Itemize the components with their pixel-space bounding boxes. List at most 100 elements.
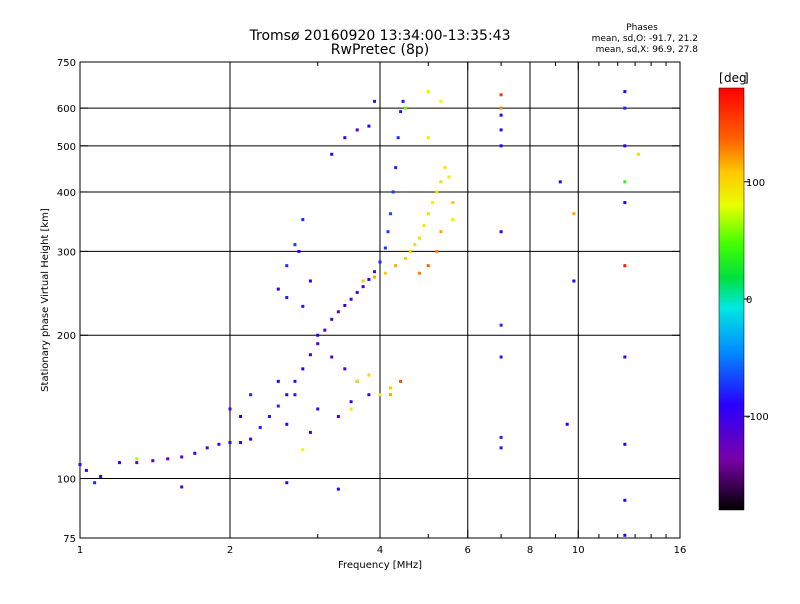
data-point-O <box>355 290 359 294</box>
data-point-X <box>499 93 503 97</box>
data-point-O <box>391 190 395 194</box>
data-point-O <box>383 246 387 250</box>
data-point-X <box>426 264 430 268</box>
data-point-X <box>435 190 439 194</box>
data-point-O <box>499 446 503 450</box>
data-point-X <box>403 106 407 110</box>
data-point-O <box>367 393 371 397</box>
data-point-X <box>451 201 455 205</box>
data-point-X <box>373 275 377 279</box>
data-point-X <box>439 230 443 234</box>
data-point-O <box>499 355 503 359</box>
data-point-O <box>301 218 305 222</box>
phases-O-stats: mean, sd,O: -91.7, 21.2 <box>592 34 698 44</box>
data-point-X <box>435 249 439 253</box>
phases-heading: Phases <box>626 23 658 33</box>
x-tick-label: 16 <box>674 545 687 556</box>
data-point-O <box>373 270 377 274</box>
data-point-X <box>413 243 417 247</box>
data-point-O <box>623 106 627 110</box>
data-point-X <box>426 90 430 94</box>
data-point-O <box>228 407 232 411</box>
data-point-O <box>180 455 184 459</box>
data-point-O <box>336 487 340 491</box>
data-point-O <box>399 110 403 114</box>
colorbar-label-bracket-right: ] <box>744 71 749 85</box>
data-point-O <box>323 328 327 332</box>
x-tick-label: 6 <box>465 545 471 556</box>
data-point-O <box>316 342 320 346</box>
data-point-X <box>426 212 430 216</box>
y-axis-label: Stationary phase Virtual Height [km] <box>40 208 51 392</box>
data-point-X <box>439 99 443 103</box>
x-tick-label: 4 <box>377 545 383 556</box>
data-point-O <box>301 367 305 371</box>
data-point-X <box>394 264 398 268</box>
x-axis-label: Frequency [MHz] <box>338 560 422 571</box>
data-point-O <box>285 422 289 426</box>
data-point-O <box>228 441 232 445</box>
data-point-O <box>499 435 503 439</box>
data-point-O <box>401 99 405 103</box>
data-point-X <box>623 180 627 184</box>
data-point-X <box>417 271 421 275</box>
colorbar-label-bracket-left: [ <box>719 71 724 85</box>
data-point-X <box>422 224 426 228</box>
data-point-O <box>565 422 569 426</box>
data-point-O <box>396 136 400 140</box>
phases-X-stats: mean, sd,X: 96.9, 27.8 <box>596 45 699 55</box>
data-point-O <box>258 425 262 429</box>
data-point-O <box>217 442 221 446</box>
data-point-O <box>349 297 353 301</box>
data-point-O <box>316 407 320 411</box>
data-point-X <box>426 136 430 140</box>
data-point-X <box>499 106 503 110</box>
colorbar-tick-label: -100 <box>746 412 769 423</box>
data-point-O <box>293 379 297 383</box>
data-point-O <box>499 128 503 132</box>
data-point-O <box>623 533 627 537</box>
data-points <box>78 90 640 537</box>
y-tick-labels: 75 100 200 300 400 500 600 750 <box>57 58 76 545</box>
data-point-O <box>301 304 305 308</box>
data-point-O <box>389 212 393 216</box>
x-tick-label: 8 <box>527 545 533 556</box>
data-point-O <box>499 113 503 117</box>
data-point-X <box>355 379 359 383</box>
data-point-O <box>239 441 243 445</box>
data-point-X <box>349 407 353 411</box>
data-point-O <box>330 355 334 359</box>
data-point-O <box>308 430 312 434</box>
data-point-X <box>439 180 443 184</box>
data-point-O <box>308 279 312 283</box>
data-point-O <box>499 144 503 148</box>
y-tick-label: 500 <box>57 142 76 153</box>
data-point-O <box>343 303 347 307</box>
data-point-O <box>285 393 289 397</box>
data-point-O <box>93 481 97 485</box>
data-point-O <box>361 285 365 289</box>
data-point-O <box>499 230 503 234</box>
data-point-O <box>205 446 209 450</box>
data-point-O <box>367 277 371 281</box>
data-point-O <box>267 414 271 418</box>
data-point-X <box>135 457 139 461</box>
data-point-O <box>330 317 334 321</box>
data-point-O <box>572 279 576 283</box>
data-point-O <box>293 243 297 247</box>
data-point-X <box>301 448 305 452</box>
data-point-O <box>99 474 103 478</box>
data-point-O <box>558 180 562 184</box>
data-point-X <box>572 212 576 216</box>
data-point-O <box>623 144 627 148</box>
data-point-X <box>378 393 382 397</box>
grid-lines <box>80 62 680 538</box>
data-point-O <box>499 323 503 327</box>
x-tick-label: 2 <box>227 545 233 556</box>
data-point-X <box>623 264 627 268</box>
data-point-X <box>447 175 451 179</box>
data-point-O <box>285 296 289 300</box>
x-tick-label: 1 <box>77 545 83 556</box>
data-point-O <box>394 166 398 170</box>
